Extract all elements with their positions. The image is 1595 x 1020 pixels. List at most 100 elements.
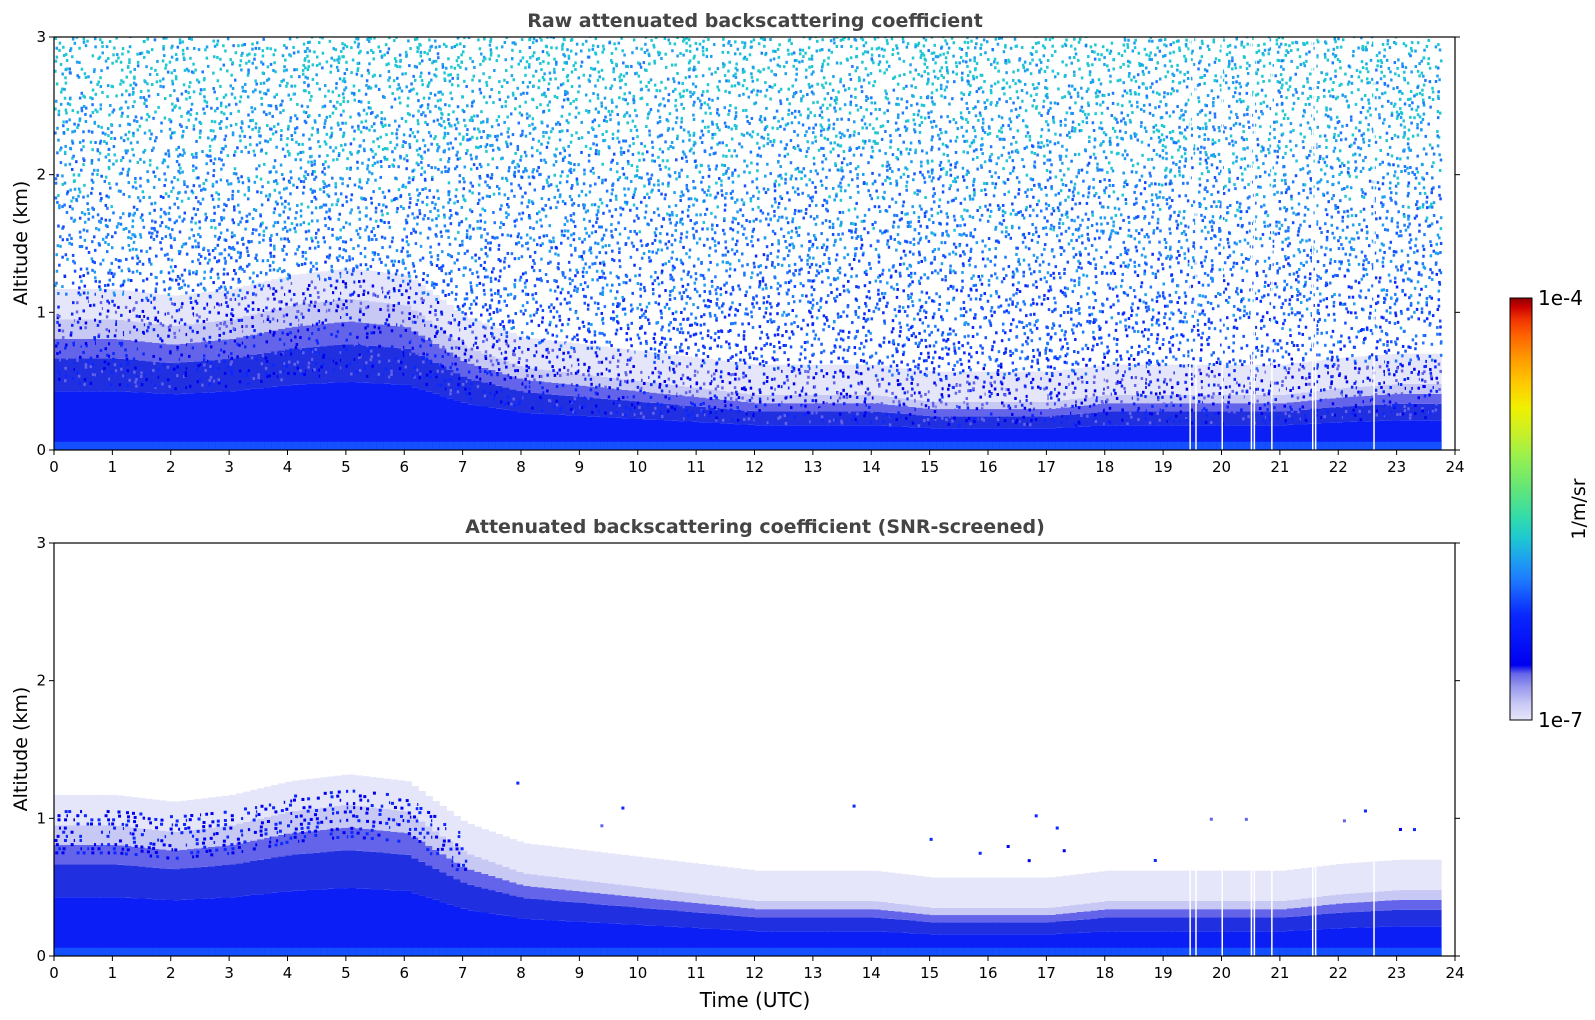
heat-cell: [54, 59, 58, 63]
heat-cell: [234, 51, 238, 55]
heat-cell: [549, 183, 553, 187]
heat-cell: [554, 77, 557, 81]
heat-cell: [191, 260, 194, 264]
heat-cell: [575, 290, 579, 294]
heat-cell: [374, 84, 378, 88]
heat-cell: [84, 106, 88, 110]
heat-cell: [504, 379, 507, 383]
heat-cell: [321, 37, 324, 40]
heat-cell: [416, 46, 419, 50]
heat-cell: [178, 286, 181, 290]
heat-cell: [197, 293, 200, 297]
heat-cell: [159, 294, 167, 325]
heat-cell: [401, 246, 405, 250]
heat-cell: [546, 280, 549, 284]
heat-cell: [377, 145, 381, 149]
heat-cell: [82, 309, 85, 313]
heat-cell: [62, 124, 65, 128]
heat-cell: [498, 147, 501, 151]
heat-cell: [136, 256, 140, 260]
heat-cell: [592, 171, 595, 175]
heat-cell: [470, 157, 473, 161]
heat-cell: [399, 195, 402, 199]
heat-cell: [288, 360, 291, 364]
heat-cell: [195, 139, 198, 143]
heat-cell: [465, 229, 469, 233]
heat-cell: [411, 331, 419, 353]
heat-cell: [566, 229, 570, 233]
heat-cell: [191, 329, 195, 333]
heat-cell: [255, 143, 259, 147]
heat-cell: [345, 259, 348, 263]
heat-cell: [255, 167, 258, 171]
heat-cell: [587, 303, 590, 307]
heat-cell: [271, 386, 279, 450]
heat-cell: [416, 50, 419, 54]
heat-cell: [497, 123, 500, 127]
heat-cell: [243, 336, 251, 357]
heat-cell: [260, 60, 263, 64]
heat-cell: [250, 314, 258, 335]
heat-cell: [238, 343, 241, 347]
heat-cell: [120, 114, 123, 118]
heat-cell: [183, 283, 187, 287]
heat-cell: [108, 181, 111, 185]
heat-cell: [223, 371, 227, 375]
heat-cell: [407, 181, 410, 185]
heat-cell: [408, 201, 412, 205]
heat-cell: [75, 319, 83, 339]
heat-cell: [150, 343, 154, 347]
heat-cell: [281, 227, 285, 231]
heat-cell: [262, 238, 265, 242]
heat-cell: [313, 383, 321, 450]
heat-cell: [98, 312, 102, 316]
heat-cell: [184, 371, 188, 375]
heat-cell: [174, 75, 178, 79]
heat-cell: [490, 331, 493, 335]
heat-cell: [327, 300, 335, 324]
heat-cell: [558, 348, 561, 352]
heat-cell: [535, 212, 539, 216]
heat-cell: [97, 124, 100, 128]
heat-cell: [327, 89, 330, 93]
heat-cell: [462, 135, 465, 139]
heat-cell: [507, 169, 511, 173]
heat-cell: [107, 134, 110, 138]
heat-cell: [456, 367, 459, 371]
heat-cell: [367, 106, 371, 110]
heat-cell: [390, 441, 398, 450]
heat-cell: [581, 257, 584, 261]
heat-cell: [159, 345, 163, 349]
heat-cell: [295, 302, 299, 306]
heat-cell: [350, 299, 353, 303]
heat-cell: [382, 203, 385, 207]
heat-cell: [223, 112, 226, 116]
heat-cell: [370, 125, 374, 129]
heat-cell: [107, 153, 110, 157]
heat-cell: [599, 292, 602, 296]
heat-cell: [108, 159, 111, 163]
heat-cell: [289, 116, 293, 120]
heat-cell: [406, 96, 410, 100]
heat-cell: [580, 60, 584, 64]
heat-cell: [336, 157, 339, 161]
heat-cell: [350, 152, 353, 156]
heat-cell: [525, 242, 528, 246]
heat-cell: [539, 151, 542, 155]
heat-cell: [96, 358, 104, 392]
heat-cell: [136, 128, 139, 132]
heat-cell: [471, 377, 475, 381]
heat-cell: [538, 79, 541, 83]
heat-cell: [164, 178, 167, 182]
heat-cell: [349, 332, 352, 336]
heat-cell: [260, 313, 264, 317]
heat-cell: [530, 392, 538, 414]
heat-cell: [553, 195, 556, 199]
heat-cell: [257, 46, 261, 50]
heat-cell: [118, 124, 122, 128]
heat-cell: [71, 109, 75, 113]
heat-cell: [72, 340, 75, 344]
heat-cell: [131, 147, 134, 151]
heat-cell: [582, 387, 586, 391]
heat-cell: [341, 240, 345, 244]
